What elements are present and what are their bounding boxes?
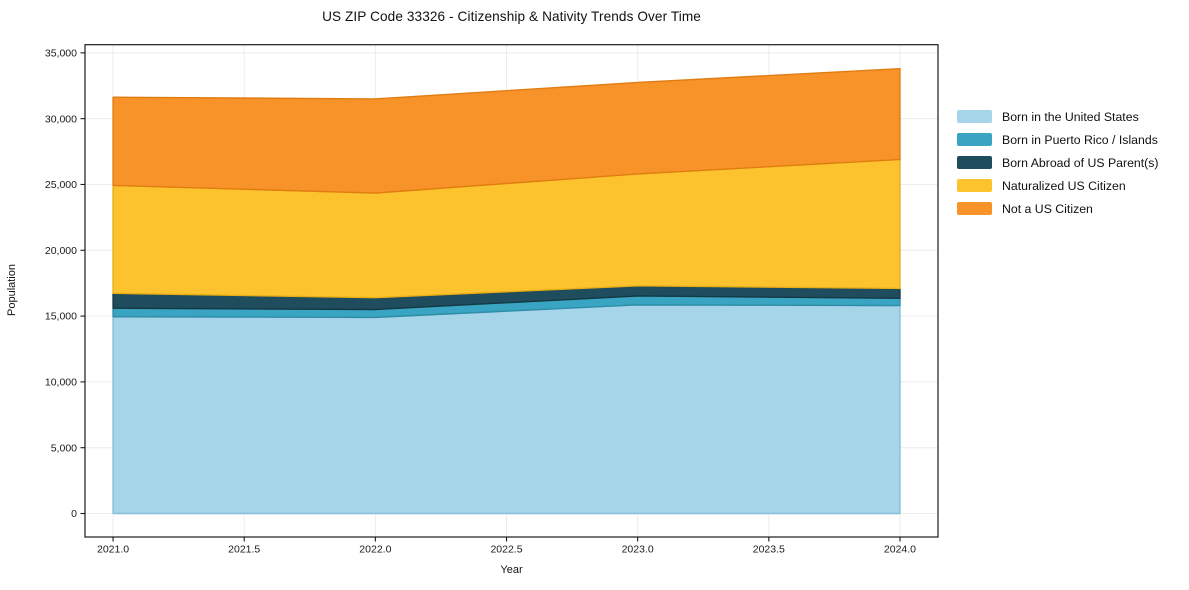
legend-item-naturalized: Naturalized US Citizen: [957, 174, 1159, 197]
y-tick-label: 20,000: [45, 245, 77, 257]
y-tick-label: 30,000: [45, 113, 77, 125]
y-tick-label: 15,000: [45, 311, 77, 323]
legend-swatch-born-in-puerto-rico: [957, 133, 992, 146]
area-series-0: [112, 304, 901, 515]
y-tick-label: 0: [71, 508, 77, 520]
x-tick-label: 2022.0: [359, 544, 391, 556]
y-tick-label: 5,000: [51, 442, 77, 454]
x-tick-label: 2023.0: [622, 544, 654, 556]
y-tick-label: 35,000: [45, 47, 77, 59]
chart-title: US ZIP Code 33326 - Citizenship & Nativi…: [322, 9, 701, 24]
x-tick-label: 2022.5: [490, 544, 522, 556]
legend: Born in the United States Born in Puerto…: [957, 105, 1159, 220]
legend-label-born-in-us: Born in the United States: [1002, 109, 1139, 124]
y-axis-title: Population: [6, 264, 18, 316]
legend-label-not-citizen: Not a US Citizen: [1002, 201, 1093, 216]
legend-item-born-in-us: Born in the United States: [957, 105, 1159, 128]
y-tick-label: 25,000: [45, 179, 77, 191]
plot-border: [84, 44, 939, 538]
legend-item-born-in-puerto-rico: Born in Puerto Rico / Islands: [957, 128, 1159, 151]
legend-item-born-abroad: Born Abroad of US Parent(s): [957, 151, 1159, 174]
legend-item-not-citizen: Not a US Citizen: [957, 197, 1159, 220]
legend-swatch-born-abroad: [957, 156, 992, 169]
x-tick-label: 2021.0: [97, 544, 129, 556]
x-axis-title: Year: [500, 564, 523, 576]
y-tick-label: 10,000: [45, 376, 77, 388]
legend-swatch-born-in-us: [957, 110, 992, 123]
area-series-4: [112, 67, 901, 194]
legend-label-born-in-puerto-rico: Born in Puerto Rico / Islands: [1002, 132, 1158, 147]
x-tick-label: 2024.0: [884, 544, 916, 556]
legend-label-naturalized: Naturalized US Citizen: [1002, 178, 1126, 193]
legend-label-born-abroad: Born Abroad of US Parent(s): [1002, 155, 1159, 170]
x-tick-label: 2021.5: [228, 544, 260, 556]
legend-swatch-naturalized: [957, 179, 992, 192]
x-tick-label: 2023.5: [753, 544, 785, 556]
legend-swatch-not-citizen: [957, 202, 992, 215]
